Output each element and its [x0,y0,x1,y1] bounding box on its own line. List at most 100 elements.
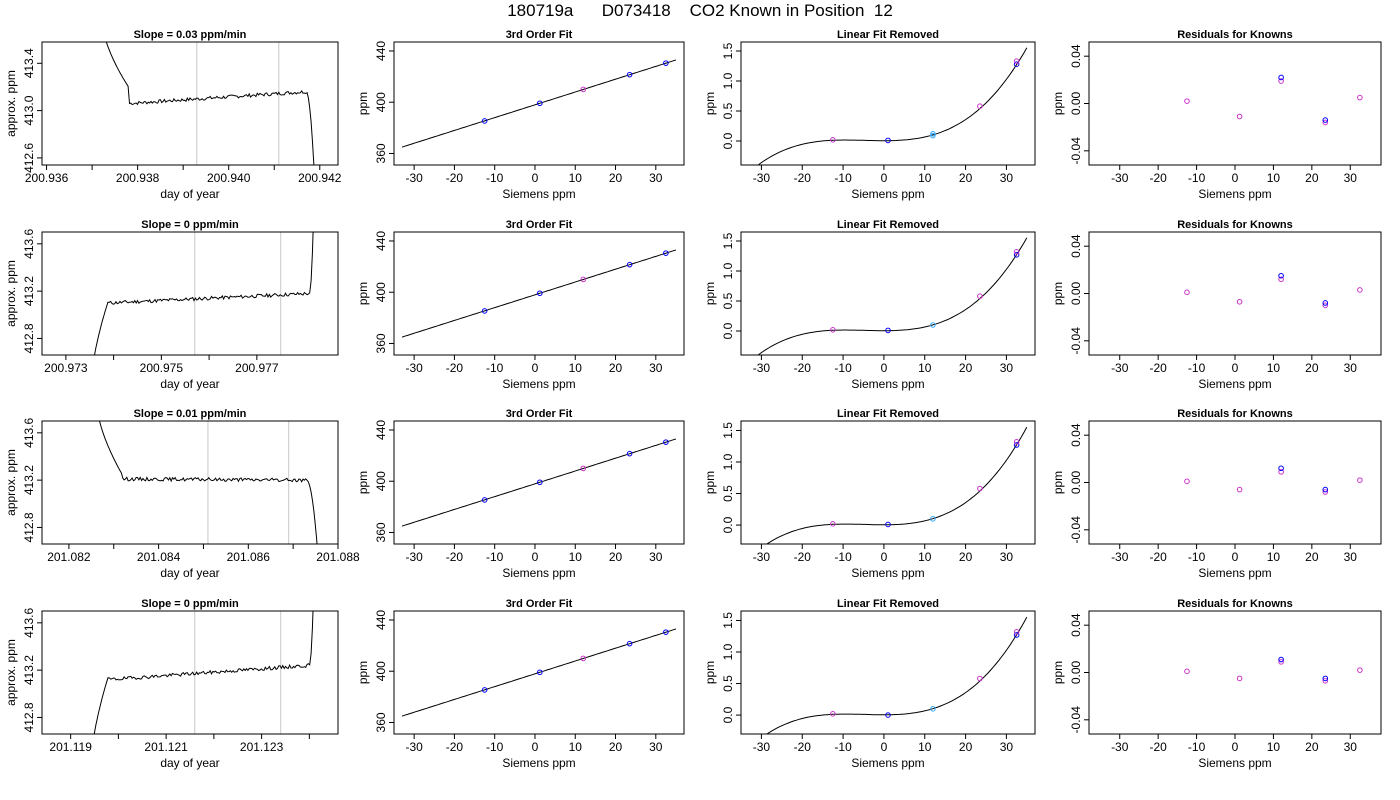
data-point [1236,298,1243,305]
data-point [1278,78,1284,84]
y-axis-label: ppm [1051,282,1065,305]
plot-frame [41,420,339,545]
y-axis-label: ppm [356,92,370,115]
x-tick-label: -20 [1149,740,1167,754]
x-tick-label: 30 [649,361,663,375]
data-point [1184,289,1190,296]
panel-title: 3rd Order Fit [506,219,573,231]
plot-area [765,616,1028,734]
x-axis-label: Siemens ppm [502,377,575,391]
y-axis-label: ppm [1051,471,1065,494]
y-tick-label: -0.04 [1069,516,1083,544]
plot-area [99,421,318,544]
data-point [537,100,543,107]
chart-panel: 3rd Order Fit -30 -20 -10 0 10 20 30 360 400 440 Si… [356,598,685,770]
y-tick-label: 400 [374,661,388,681]
plot-frame [41,41,339,166]
fit-curve [401,438,677,527]
plot-frame [41,610,339,735]
plot-frame [393,610,685,735]
x-tick-label: 20 [959,361,973,375]
data-point [830,711,836,717]
data-point [1357,667,1363,673]
plot-area [1184,272,1363,309]
x-tick-label: 0 [881,740,888,754]
data-point [1013,632,1020,638]
x-tick-label: 0 [532,361,539,375]
y-tick-label: 0.00 [1069,660,1083,684]
y-axis-label: approx. ppm [4,449,18,516]
x-tick-label: -20 [794,740,812,754]
plot-frame [1088,420,1382,545]
plot-frame [41,231,339,356]
x-tick-label: 20 [959,171,973,185]
y-axis-label: ppm [703,282,717,305]
x-tick-label: 201.119 [49,740,92,754]
x-tick-label: 0 [532,550,539,564]
chart-panel: Slope = 0 ppm/min 201.119 201.121 201.123 41… [4,598,339,770]
x-tick-label: -20 [446,550,464,564]
y-tick-label: 413.6 [22,228,36,258]
plot-frame [1088,231,1382,356]
y-tick-label: 0.5 [721,292,735,309]
x-tick-label: 200.938 [116,171,160,185]
y-tick-label: 0.0 [721,322,735,339]
x-tick-label: -20 [446,361,464,375]
x-tick-label: 20 [1305,361,1319,375]
y-axis-label: approx. ppm [4,639,18,706]
x-tick-label: 200.936 [25,171,69,185]
chart-panel: 3rd Order Fit -30 -20 -10 0 10 20 30 360 400 440 Si… [356,408,685,580]
data-point [1278,74,1284,81]
x-axis-label: day of year [160,566,219,580]
data-point [830,327,836,333]
y-axis-label: ppm [1051,661,1065,684]
x-axis-label: Siemens ppm [1198,377,1271,391]
y-axis-label: ppm [703,471,717,494]
plot-area [401,249,677,338]
data-point [481,497,488,503]
data-point [1322,119,1329,126]
y-tick-label: 0.04 [1069,234,1083,258]
data-point [930,322,936,328]
fit-curve [401,59,677,148]
x-tick-label: -10 [1188,550,1206,564]
panel-title: 3rd Order Fit [506,408,573,420]
y-tick-label: 400 [374,471,388,491]
x-tick-label: 201.088 [316,550,360,564]
y-tick-label: 360 [374,712,388,732]
y-tick-label: 413.6 [22,417,36,447]
y-tick-label: -0.04 [1069,137,1083,165]
data-point [1236,113,1243,120]
x-tick-label: -20 [1149,171,1167,185]
x-tick-label: 30 [1344,171,1358,185]
x-tick-label: -20 [794,550,812,564]
y-tick-label: 413.0 [22,95,36,125]
fit-curve [401,249,677,338]
y-axis-label: ppm [1051,92,1065,115]
fit-curve [757,237,1028,355]
x-tick-label: 0 [1232,550,1239,564]
x-tick-label: -30 [753,550,771,564]
y-tick-label: 413.2 [22,276,36,306]
y-axis-label: ppm [356,661,370,684]
x-tick-label: 30 [1000,361,1014,375]
x-tick-label: 200.940 [207,171,251,185]
panel-title: Residuals for Knowns [1177,219,1293,231]
x-tick-label: 30 [1000,740,1014,754]
x-tick-label: -30 [1111,550,1129,564]
data-point [626,71,633,78]
y-tick-label: 0.0 [721,516,735,533]
chart-panel: Linear Fit Removed -30 -20 -10 0 10 20 30 0.0 0.5… [703,219,1036,391]
x-tick-label: 10 [569,361,583,375]
x-tick-label: -20 [794,171,812,185]
data-point [977,675,983,682]
plot-area [401,628,677,717]
y-axis-label: ppm [703,92,717,115]
trace-line [94,232,314,355]
plot-frame [740,420,1036,545]
chart-panel: Residuals for Knowns -30 -20 -10 0 10 20 30 -0.0… [1051,29,1382,201]
data-point [1278,469,1284,475]
x-tick-label: 30 [1344,550,1358,564]
y-tick-label: 440 [374,41,388,61]
